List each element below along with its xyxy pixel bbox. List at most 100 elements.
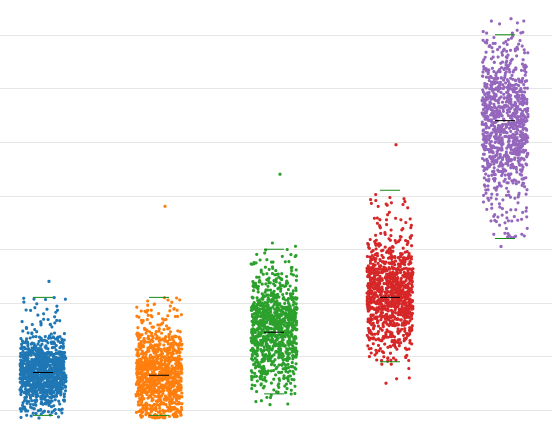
data-point (481, 38, 485, 42)
data-point (251, 296, 255, 300)
data-point (283, 316, 287, 320)
data-point (367, 338, 371, 342)
data-point (407, 358, 411, 363)
data-point (264, 340, 268, 344)
data-point (136, 390, 140, 394)
data-point (483, 184, 487, 188)
data-point (25, 337, 29, 341)
data-point (147, 377, 151, 381)
data-point (257, 275, 261, 279)
data-point (513, 135, 517, 139)
data-point (250, 353, 254, 357)
data-point (50, 410, 54, 414)
data-point (503, 122, 508, 126)
data-point (290, 340, 294, 344)
data-point (33, 383, 37, 387)
data-point (180, 391, 184, 395)
data-point (287, 336, 291, 340)
data-point (284, 363, 288, 367)
data-point (150, 315, 154, 319)
data-point (481, 74, 485, 78)
data-point (509, 146, 513, 150)
data-point (525, 102, 529, 106)
min-point (384, 381, 388, 385)
data-point (282, 306, 286, 310)
data-point (259, 399, 263, 403)
data-point (178, 337, 182, 341)
data-point (58, 346, 62, 350)
data-point (261, 293, 265, 297)
data-point (397, 283, 401, 287)
data-point (57, 360, 61, 364)
data-point (406, 332, 410, 336)
data-point (498, 87, 502, 91)
data-point (24, 366, 28, 370)
data-point (487, 44, 491, 48)
data-point (154, 337, 158, 341)
data-point (385, 203, 389, 207)
data-point (142, 361, 146, 365)
data-point (506, 38, 510, 42)
data-point (178, 342, 182, 346)
data-point (496, 215, 500, 219)
data-point (495, 152, 499, 156)
data-point (408, 326, 412, 330)
data-point (282, 377, 286, 381)
data-point (52, 331, 57, 335)
data-point (54, 348, 58, 352)
data-point (290, 343, 294, 347)
data-point (53, 398, 57, 402)
data-point (62, 381, 66, 385)
data-point (519, 144, 523, 148)
data-point (58, 335, 62, 339)
data-point (373, 353, 377, 357)
data-point (489, 118, 493, 122)
data-point (158, 409, 162, 413)
data-point (488, 100, 492, 104)
data-point (402, 314, 406, 318)
data-point (32, 368, 36, 372)
data-point (377, 277, 381, 281)
data-point (506, 235, 510, 239)
data-point (261, 303, 265, 307)
data-point (56, 387, 60, 391)
data-point (289, 272, 293, 276)
data-point (275, 343, 279, 348)
data-point (134, 382, 138, 386)
data-point (160, 331, 164, 335)
data-point (154, 408, 158, 413)
data-point (276, 287, 280, 291)
data-point (175, 408, 179, 412)
data-point (502, 41, 506, 45)
data-point (250, 370, 254, 374)
data-point (264, 282, 268, 286)
data-point (285, 387, 289, 391)
data-point (156, 391, 160, 395)
data-point (158, 323, 162, 327)
data-point (166, 314, 170, 318)
data-point (282, 374, 286, 378)
data-point (21, 406, 25, 410)
data-point (26, 331, 30, 335)
data-point (27, 367, 31, 372)
data-point (399, 259, 404, 263)
data-point (525, 119, 529, 123)
data-point (406, 286, 411, 290)
data-point (495, 108, 499, 113)
data-point (487, 198, 491, 202)
data-point (25, 388, 29, 392)
data-point (497, 101, 501, 105)
data-point (276, 390, 280, 394)
data-point (19, 415, 23, 419)
data-point (31, 411, 35, 415)
data-point (287, 311, 291, 315)
data-point (62, 367, 66, 371)
data-point (386, 282, 390, 286)
data-point (486, 162, 490, 166)
data-point (44, 344, 48, 348)
data-point (408, 293, 412, 297)
data-point (149, 308, 153, 312)
data-point (174, 372, 178, 376)
data-point (366, 307, 370, 311)
data-point (516, 159, 520, 163)
